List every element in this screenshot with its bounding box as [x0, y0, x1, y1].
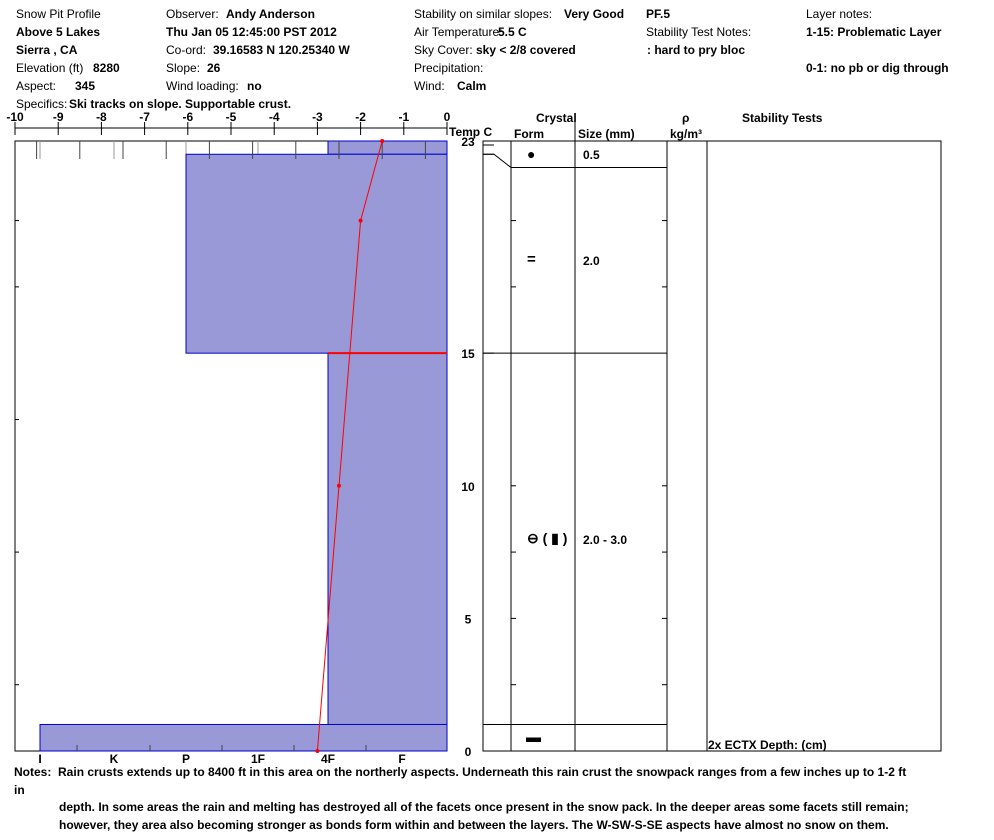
size-header: Size (mm): [578, 127, 635, 141]
temp-tick-label: -10: [6, 110, 24, 124]
form-header: Form: [514, 127, 544, 141]
layer-notes-label: Layer notes:: [806, 7, 873, 21]
stability-test-result: 2x ECTX Depth: (cm): [708, 738, 827, 752]
observer-label: Observer:: [166, 7, 219, 21]
hardness-layer: [327, 352, 448, 725]
layer-connector: [483, 153, 512, 168]
observer: Andy Anderson: [226, 7, 315, 21]
wind-loading: no: [247, 79, 262, 93]
density-unit: kg/m³: [670, 127, 703, 141]
hardness-tick-label: P: [182, 752, 190, 766]
temperature-point: [337, 483, 341, 488]
specifics: Ski tracks on slope. Supportable crust.: [69, 97, 292, 111]
temp-tick-label: -7: [139, 110, 150, 124]
melt-freeze-crust-icon: =: [527, 251, 536, 268]
temp-tick-label: -4: [269, 110, 280, 124]
elevation-label: Elevation (ft): [16, 61, 84, 75]
coord: 39.16583 N 120.25340 W: [213, 43, 350, 57]
density-header: ρ: [682, 111, 690, 125]
temperature-point: [380, 139, 385, 143]
temp-tick-label: -1: [398, 110, 409, 124]
rounded-grain-icon: ●: [527, 146, 536, 162]
hardness-tick-label: I: [38, 752, 41, 766]
temperature-line: [316, 140, 383, 752]
hardness-tick-label: 4F: [321, 752, 335, 766]
temp-tick-label: -3: [312, 110, 323, 124]
sky-label: Sky Cover:: [414, 43, 473, 57]
ice-layer-icon: ▬: [526, 729, 541, 746]
location: Above 5 Lakes: [16, 25, 101, 39]
wind: Calm: [457, 79, 487, 93]
depth-tick-label: 23: [461, 135, 475, 149]
layer-note: 0-1: no pb or dig through: [806, 61, 949, 75]
notes: Notes: Rain crusts extends up to 8400 ft…: [14, 764, 914, 834]
profile-title: Snow Pit Profile: [16, 7, 101, 21]
temperature-point: [315, 749, 320, 753]
wind-label: Wind:: [414, 79, 445, 93]
stability-label: Stability on similar slopes:: [414, 7, 553, 21]
temp-tick-label: -2: [355, 110, 366, 124]
hardness-tick-label: F: [398, 752, 405, 766]
datetime: Thu Jan 05 12:45:00 PST 2012: [166, 25, 337, 39]
specifics-label: Specifics:: [16, 97, 68, 111]
coord-label: Co-ord:: [166, 43, 207, 57]
crystal-table-frame: [482, 140, 942, 752]
wind-loading-label: Wind loading:: [166, 79, 239, 93]
temp-tick-label: -5: [226, 110, 237, 124]
air-temp-label: Air Temperature:: [414, 25, 503, 39]
temp-tick-label: -6: [182, 110, 193, 124]
crystal-size: 0.5: [583, 148, 600, 162]
temp-tick-label: -9: [53, 110, 64, 124]
stability-tests-header: Stability Tests: [742, 111, 823, 125]
depth-tick-label: 15: [461, 347, 475, 361]
crystal-size: 2.0 - 3.0: [583, 533, 628, 547]
depth-tick-label: 5: [465, 612, 472, 626]
region: Sierra , CA: [16, 43, 78, 57]
elevation: 8280: [93, 61, 120, 75]
hardness-layer: [39, 723, 448, 752]
temp-tick-label: 0: [444, 110, 451, 124]
crystal-size: 2.0: [583, 254, 600, 268]
precip-label: Precipitation:: [414, 61, 484, 75]
depth-tick-label: 0: [465, 745, 472, 759]
notes-line: however, they area also becoming stronge…: [59, 817, 889, 832]
stability-test-notes-label: Stability Test Notes:: [646, 25, 752, 39]
temperature-point: [358, 218, 363, 223]
hardness-tick-label: 1F: [251, 752, 265, 766]
depth-tick-label: 10: [461, 480, 475, 494]
notes-label: Notes:: [14, 765, 52, 779]
hardness-tick-label: K: [110, 752, 119, 766]
hardness-layer: [327, 140, 448, 155]
hardness-layer: [185, 153, 448, 354]
faceted-crystal-icon: ⊖ ( ▮ ): [527, 530, 568, 546]
notes-line: depth. In some areas the rain and meltin…: [59, 800, 909, 814]
aspect-label: Aspect:: [16, 79, 57, 93]
sky: sky < 2/8 covered: [476, 43, 576, 57]
temp-tick-label: -8: [96, 110, 107, 124]
slope-label: Slope:: [166, 61, 201, 75]
stability: Very Good: [564, 7, 625, 21]
air-temp: 5.5 C: [498, 25, 527, 39]
slope: 26: [207, 61, 221, 75]
layer-note: 1-15: Problematic Layer: [806, 25, 942, 39]
crystal-header: Crystal: [536, 111, 577, 125]
aspect: 345: [75, 79, 96, 93]
stability-test-notes: : hard to pry bloc: [647, 43, 746, 57]
notes-line: Rain crusts extends up to 8400 ft in thi…: [14, 765, 907, 797]
temp-axis-label: Temp C: [449, 125, 492, 139]
pf: PF.5: [646, 7, 671, 21]
